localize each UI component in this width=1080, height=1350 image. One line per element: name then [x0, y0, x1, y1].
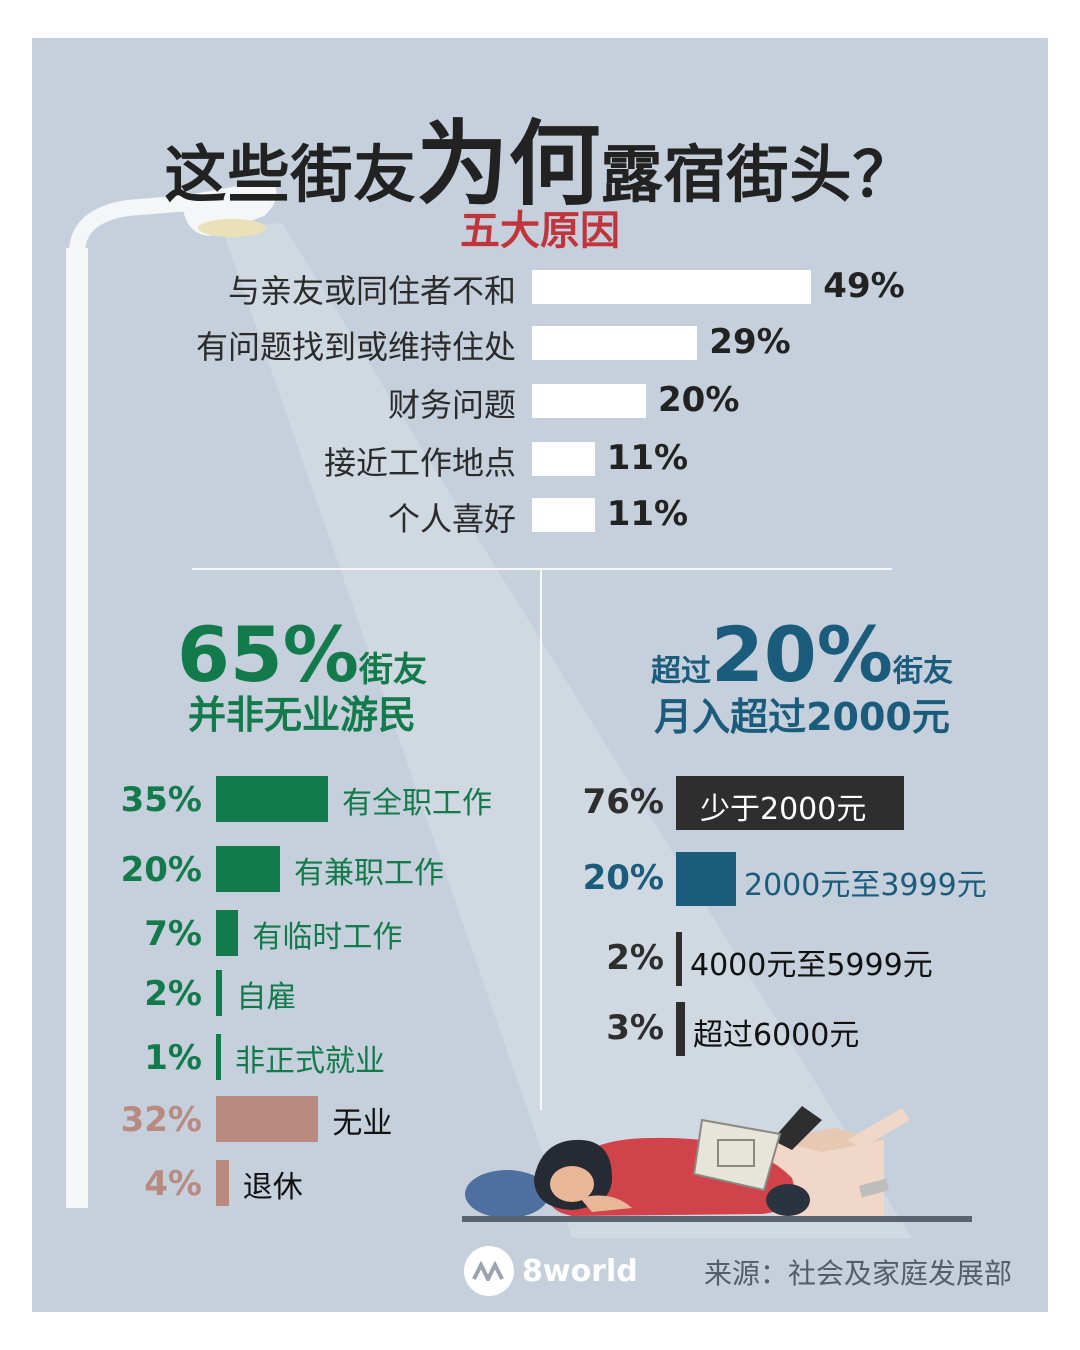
logo-mark-icon [464, 1246, 514, 1296]
employment-headline-value: 65% [177, 610, 359, 699]
brand-logo: 8world [464, 1246, 638, 1296]
logo-wave-icon [472, 1261, 504, 1281]
reason-bar [532, 498, 595, 532]
reason-bar [532, 270, 812, 304]
employment-label: 无业 [332, 1106, 393, 1141]
employment-bar [216, 970, 223, 1016]
title-emphasis: 为何 [416, 111, 601, 218]
employment-value: 20% [120, 850, 202, 890]
section-divider-vertical [540, 570, 542, 1110]
reason-bar [532, 326, 698, 360]
reason-label: 个人喜好 [387, 500, 516, 538]
sleeping-person-illustration [465, 1106, 910, 1218]
reason-bar [532, 384, 646, 418]
employment-label: 有全职工作 [342, 786, 492, 821]
income-value: 2% [606, 938, 664, 978]
income-value: 76% [582, 782, 664, 822]
reason-label: 有问题找到或维持住处 [195, 328, 516, 366]
employment-subtitle: 并非无业游民 [187, 693, 416, 737]
employment-label: 自雇 [236, 980, 297, 1015]
reason-value: 20% [658, 380, 740, 420]
income-headline-value: 20% [711, 610, 893, 699]
income-bar [676, 932, 682, 986]
income-label: 少于2000元 [700, 792, 867, 827]
employment-bar [216, 1096, 319, 1142]
employment-bar [216, 910, 239, 956]
income-value: 3% [606, 1008, 664, 1048]
income-bar [676, 852, 736, 906]
reason-label: 与亲友或同住者不和 [227, 272, 516, 310]
reason-value: 11% [606, 438, 689, 478]
employment-bar [216, 846, 280, 892]
income-subtitle: 月入超过2000元 [654, 695, 950, 739]
income-value: 20% [582, 858, 664, 898]
reasons-subtitle: 五大原因 [460, 208, 620, 254]
employment-value: 1% [144, 1038, 202, 1078]
reason-label: 财务问题 [387, 386, 516, 424]
income-headline-unit: 街友 [892, 654, 953, 689]
income-label: 超过6000元 [693, 1018, 860, 1053]
reason-value: 29% [709, 322, 791, 362]
employment-bar [216, 1034, 221, 1080]
income-bar [676, 776, 904, 830]
source-note: 来源：社会及家庭发展部 [703, 1257, 1012, 1290]
employment-bar [216, 776, 328, 822]
ground-shadow [462, 1216, 972, 1222]
title-part3: 露宿街头？ [600, 138, 916, 211]
employment-value: 2% [144, 974, 202, 1014]
reason-value: 49% [823, 266, 905, 306]
income-label: 2000元至3999元 [744, 868, 987, 903]
street-lamp-icon [66, 180, 277, 1208]
page-title: 这些街友为何露宿街头？ [32, 90, 1048, 223]
employment-value: 35% [120, 780, 202, 820]
infographic-card: 这些街友为何露宿街头？ 五大原因 与亲友或同住者不和 49% 有问题找到或维持住处 2… [32, 38, 1048, 1312]
income-headline-prefix: 超过 [651, 654, 712, 689]
income-headline: 超过20%街友 [572, 610, 1032, 699]
employment-label: 有兼职工作 [294, 856, 444, 891]
employment-label: 有临时工作 [252, 920, 403, 955]
title-part1: 这些街友 [164, 138, 417, 211]
reason-label: 接近工作地点 [323, 444, 516, 482]
employment-value: 32% [120, 1100, 202, 1140]
logo-text: 8world [522, 1253, 638, 1289]
employment-headline-unit: 街友 [358, 650, 427, 690]
income-bar [676, 1002, 685, 1056]
employment-label: 非正式就业 [235, 1044, 385, 1079]
employment-label: 退休 [242, 1170, 303, 1205]
reason-bar [532, 442, 595, 476]
employment-value: 7% [144, 914, 202, 954]
reason-value: 11% [606, 494, 689, 534]
employment-value: 4% [144, 1164, 202, 1204]
employment-headline: 65%街友 [92, 610, 512, 699]
section-divider-horizontal [192, 568, 892, 570]
employment-bar [216, 1160, 229, 1206]
light-beam [222, 223, 912, 1238]
income-label: 4000元至5999元 [690, 948, 933, 983]
